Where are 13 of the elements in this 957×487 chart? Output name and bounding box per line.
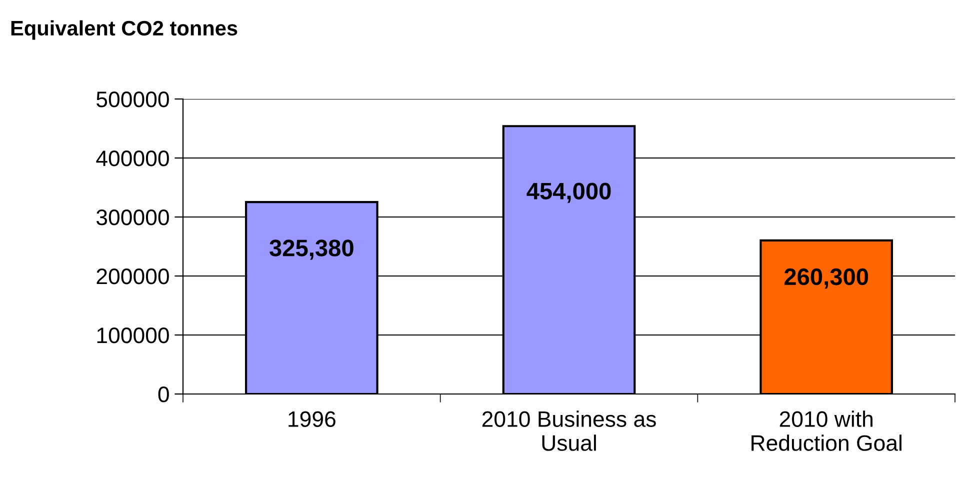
y-tick-label: 300000 [96,210,169,226]
x-tick-label: 2010 with Reduction Goal [752,410,902,451]
data-label: 454,000 [526,182,611,203]
y-tick-label: 400000 [96,150,169,166]
x-tick-label: 2010 Business as Usual [482,410,656,451]
chart-title: Equivalent CO2 tonnes [11,20,238,40]
y-tick-label: 0 [158,386,169,402]
y-tick-label: 100000 [97,328,169,344]
y-tick-label: 200000 [96,268,169,284]
x-tick-label: 1996 [288,411,336,427]
data-label: 260,300 [784,268,868,289]
data-label: 325,380 [270,240,354,260]
y-tick-label: 500000 [96,92,169,108]
